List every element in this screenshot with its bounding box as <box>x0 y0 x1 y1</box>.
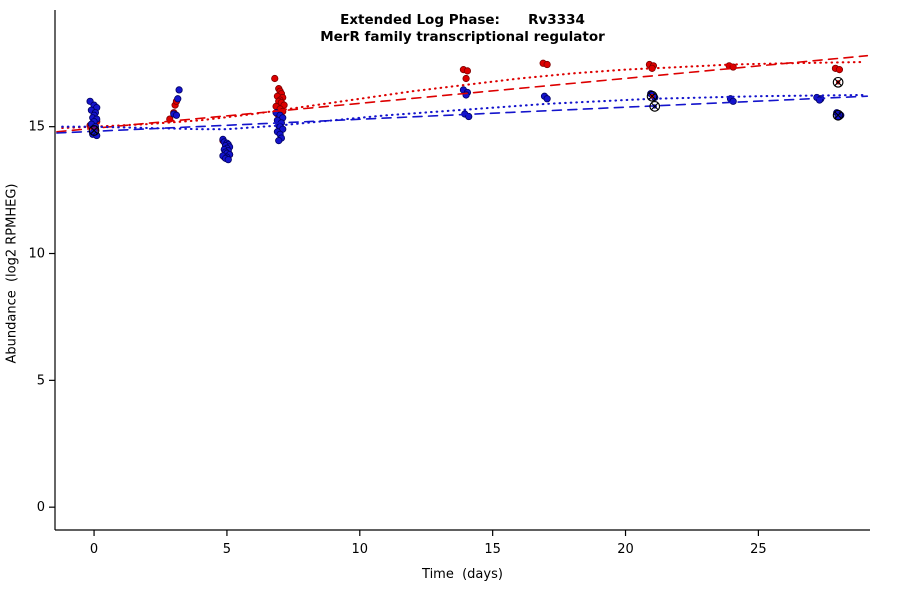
blue-replicates-point <box>174 95 182 103</box>
red-smooth-fit <box>61 60 866 130</box>
flagged-cross <box>834 111 842 120</box>
x-tick-label: 10 <box>352 542 369 557</box>
flagged-circle <box>649 101 661 112</box>
red-linear-fit <box>56 54 869 133</box>
red-replicates-point <box>543 60 551 69</box>
red-replicates-point <box>463 67 472 75</box>
flagged-cross <box>90 126 98 135</box>
blue-replicates-point <box>543 95 551 103</box>
chart-title: Extended Log Phase: Rv3334 <box>340 12 585 28</box>
x-tick-label: 5 <box>223 542 231 557</box>
chart-subtitle: MerR family transcriptional regulator <box>320 29 605 45</box>
blue-replicates-point <box>172 111 181 119</box>
flagged-circle <box>832 109 844 121</box>
flagged-circle <box>832 76 844 88</box>
x-tick-label: 20 <box>617 542 634 557</box>
blue-smooth-fit <box>61 93 866 131</box>
blue-replicates-point <box>224 156 232 164</box>
flagged-circle <box>88 125 100 136</box>
x-tick-label: 15 <box>484 542 501 557</box>
flagged-circle <box>646 90 658 102</box>
flagged-cross <box>650 102 659 111</box>
x-tick-label: 25 <box>750 542 767 557</box>
x-tick-label: 0 <box>90 542 98 557</box>
y-axis-label: Abundance (log2 RPMHEG) <box>4 183 20 364</box>
flagged-cross <box>648 92 656 101</box>
red-replicates-point <box>835 66 844 74</box>
y-tick-label: 15 <box>28 120 45 135</box>
chart-title-block: Extended Log Phase: Rv3334 MerR family t… <box>55 12 870 46</box>
red-replicates-point <box>462 74 470 83</box>
y-tick-label: 0 <box>37 500 45 515</box>
flagged-cross <box>834 78 842 87</box>
x-axis-label: Time (days) <box>422 567 503 582</box>
y-tick-label: 5 <box>37 373 45 388</box>
blue-linear-fit <box>56 95 869 134</box>
y-tick-label: 10 <box>28 247 45 262</box>
blue-replicates-point <box>175 86 183 94</box>
red-replicates-point <box>271 74 279 83</box>
blue-replicates-point <box>729 97 737 105</box>
blue-replicates-point <box>275 137 283 145</box>
